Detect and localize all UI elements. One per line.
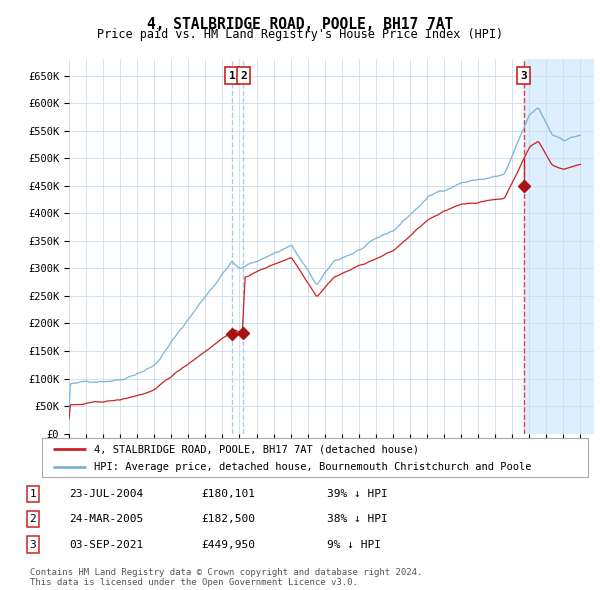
Text: 2: 2: [240, 71, 247, 80]
Text: 1: 1: [29, 489, 37, 499]
Text: 03-SEP-2021: 03-SEP-2021: [69, 540, 143, 549]
Text: Contains HM Land Registry data © Crown copyright and database right 2024.
This d: Contains HM Land Registry data © Crown c…: [30, 568, 422, 587]
Text: 38% ↓ HPI: 38% ↓ HPI: [327, 514, 388, 524]
Text: 3: 3: [29, 540, 37, 549]
Text: 39% ↓ HPI: 39% ↓ HPI: [327, 489, 388, 499]
Text: 24-MAR-2005: 24-MAR-2005: [69, 514, 143, 524]
Text: 23-JUL-2004: 23-JUL-2004: [69, 489, 143, 499]
Text: 4, STALBRIDGE ROAD, POOLE, BH17 7AT: 4, STALBRIDGE ROAD, POOLE, BH17 7AT: [147, 17, 453, 31]
Text: 1: 1: [229, 71, 235, 80]
Text: £180,101: £180,101: [201, 489, 255, 499]
Text: 4, STALBRIDGE ROAD, POOLE, BH17 7AT (detached house): 4, STALBRIDGE ROAD, POOLE, BH17 7AT (det…: [94, 444, 419, 454]
Text: 3: 3: [520, 71, 527, 80]
Text: £449,950: £449,950: [201, 540, 255, 549]
Text: 9% ↓ HPI: 9% ↓ HPI: [327, 540, 381, 549]
Text: HPI: Average price, detached house, Bournemouth Christchurch and Poole: HPI: Average price, detached house, Bour…: [94, 462, 532, 472]
Bar: [524, 59, 594, 434]
Text: Price paid vs. HM Land Registry's House Price Index (HPI): Price paid vs. HM Land Registry's House …: [97, 28, 503, 41]
Text: 2: 2: [29, 514, 37, 524]
Text: £182,500: £182,500: [201, 514, 255, 524]
